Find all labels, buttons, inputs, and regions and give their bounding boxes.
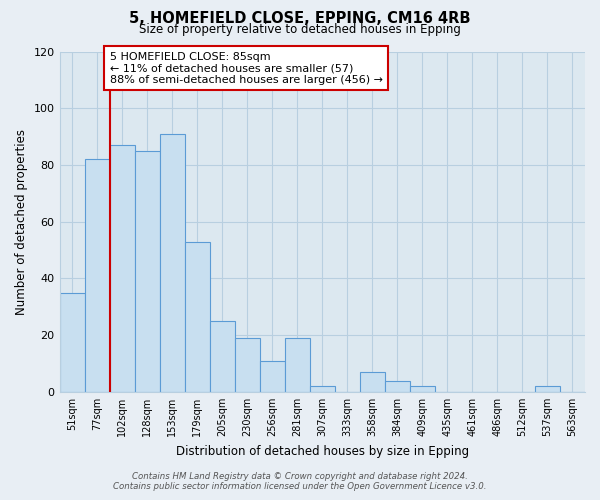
Text: Contains HM Land Registry data © Crown copyright and database right 2024.
Contai: Contains HM Land Registry data © Crown c…	[113, 472, 487, 491]
X-axis label: Distribution of detached houses by size in Epping: Distribution of detached houses by size …	[176, 444, 469, 458]
Y-axis label: Number of detached properties: Number of detached properties	[15, 128, 28, 314]
Bar	[310, 386, 335, 392]
Text: Size of property relative to detached houses in Epping: Size of property relative to detached ho…	[139, 22, 461, 36]
Bar	[134, 151, 160, 392]
Bar	[209, 321, 235, 392]
Bar	[385, 380, 410, 392]
Bar	[185, 242, 209, 392]
Bar	[235, 338, 260, 392]
Bar	[160, 134, 185, 392]
Bar	[59, 292, 85, 392]
Bar	[535, 386, 560, 392]
Bar	[85, 160, 110, 392]
Bar	[260, 360, 285, 392]
Bar	[285, 338, 310, 392]
Bar	[410, 386, 435, 392]
Text: 5 HOMEFIELD CLOSE: 85sqm
← 11% of detached houses are smaller (57)
88% of semi-d: 5 HOMEFIELD CLOSE: 85sqm ← 11% of detach…	[110, 52, 383, 84]
Bar	[110, 145, 134, 392]
Bar	[360, 372, 385, 392]
Text: 5, HOMEFIELD CLOSE, EPPING, CM16 4RB: 5, HOMEFIELD CLOSE, EPPING, CM16 4RB	[129, 11, 471, 26]
